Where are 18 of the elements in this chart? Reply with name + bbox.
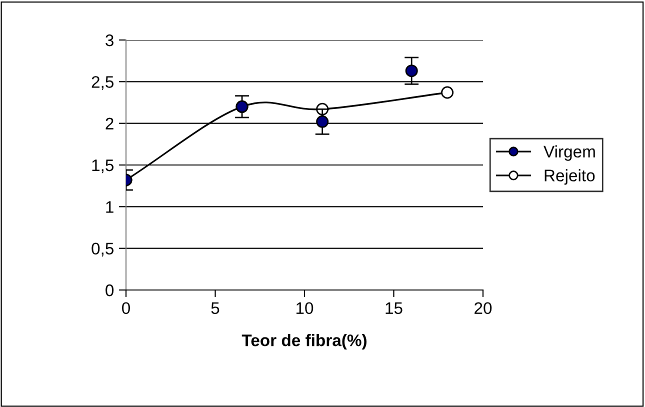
x-tick-label: 15: [386, 302, 402, 314]
y-tick-label: 3: [106, 34, 114, 46]
legend-label: Rejeito: [544, 169, 595, 185]
point: [316, 115, 329, 128]
point: [405, 64, 418, 78]
x-tick-label: 5: [211, 302, 220, 314]
x-tick-label: 0: [122, 302, 130, 314]
x-axis-title: Teor de fibra(%): [242, 334, 366, 350]
y-tick-label: 1: [106, 201, 114, 213]
x-tick-label: 20: [474, 302, 492, 314]
y-tick-label: 1,5: [92, 160, 114, 174]
legend-label: Virgem: [544, 145, 595, 161]
y-tick-label: 2,5: [92, 76, 114, 90]
y-tick-label: 0: [106, 284, 114, 296]
x-tick-label: 10: [296, 302, 314, 314]
y-tick-label: 2: [106, 118, 114, 130]
y-tick-label: 0,5: [92, 242, 114, 257]
point: [441, 86, 454, 99]
